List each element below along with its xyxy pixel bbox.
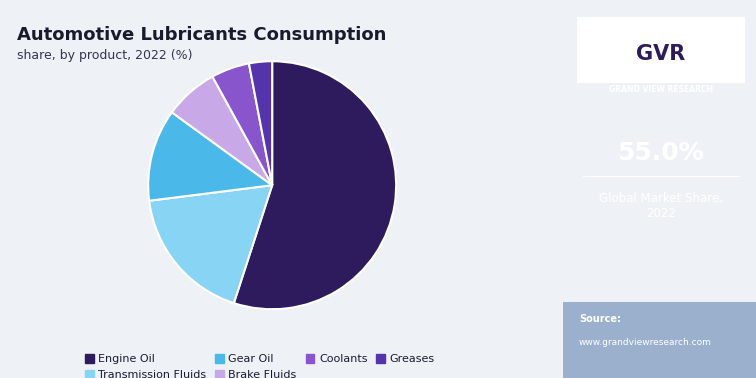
- Text: Automotive Lubricants Consumption: Automotive Lubricants Consumption: [17, 26, 386, 44]
- Wedge shape: [234, 61, 396, 309]
- Wedge shape: [212, 64, 272, 185]
- Text: 55.0%: 55.0%: [618, 141, 704, 165]
- Text: GVR: GVR: [636, 44, 686, 64]
- FancyBboxPatch shape: [577, 17, 745, 83]
- Text: www.grandviewresearch.com: www.grandviewresearch.com: [579, 338, 711, 347]
- Wedge shape: [249, 61, 272, 185]
- Text: GRAND VIEW RESEARCH: GRAND VIEW RESEARCH: [609, 85, 713, 94]
- Wedge shape: [148, 112, 272, 201]
- Text: Global Market Share,
2022: Global Market Share, 2022: [599, 192, 723, 220]
- Wedge shape: [172, 77, 272, 185]
- Legend: Engine Oil, Transmission Fluids, Gear Oil, Brake Fluids, Coolants, Greases: Engine Oil, Transmission Fluids, Gear Oi…: [80, 350, 439, 378]
- FancyBboxPatch shape: [563, 302, 756, 378]
- Text: Source:: Source:: [579, 314, 621, 324]
- Wedge shape: [149, 185, 272, 303]
- Text: share, by product, 2022 (%): share, by product, 2022 (%): [17, 49, 192, 62]
